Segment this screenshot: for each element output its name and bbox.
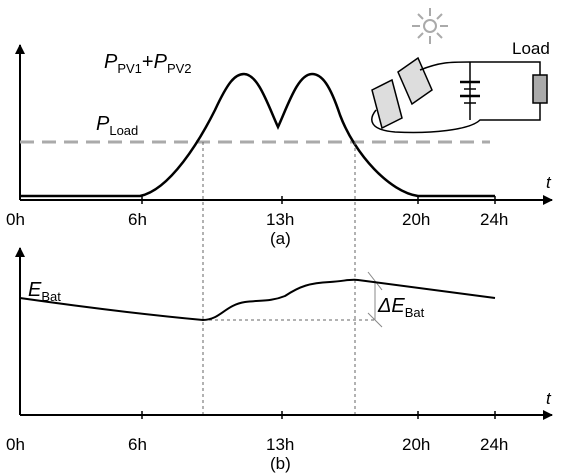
- sun: [423, 19, 437, 33]
- circuit: [371, 56, 548, 134]
- x-tick-label: 0h: [6, 435, 25, 454]
- battery-label-e: E: [28, 279, 42, 301]
- x-tick-label: 24h: [480, 435, 508, 454]
- pv-panel: [371, 78, 403, 130]
- x-tick-label: 13h: [266, 435, 294, 454]
- delta-label-sub: Bat: [405, 305, 425, 320]
- ray: [436, 13, 443, 20]
- x-tick-label: 20h: [402, 210, 430, 229]
- pv-label-p: P: [104, 51, 118, 73]
- caption-b: (b): [270, 454, 291, 473]
- ray: [417, 32, 424, 39]
- x-ticks-a: [141, 196, 496, 204]
- load-label-sub: Load: [109, 123, 138, 138]
- x-tick-label: 24h: [480, 210, 508, 229]
- x-tick-label: 20h: [402, 435, 430, 454]
- battery-curve: [19, 278, 496, 322]
- sun-icon: [412, 8, 448, 44]
- x-tick-label: 13h: [266, 210, 294, 229]
- load-label-p: P: [96, 113, 110, 135]
- pv-label-plus: +: [142, 51, 154, 73]
- ray: [436, 32, 443, 39]
- x-ticks-b: [141, 411, 496, 419]
- axis-label-t: t: [546, 389, 552, 408]
- pv-label-p: P: [154, 51, 168, 73]
- axis-label-t: t: [546, 173, 552, 192]
- load-box: [532, 74, 548, 104]
- battery-label-sub: Bat: [41, 289, 61, 304]
- circuit-load-label: Load: [512, 39, 550, 58]
- caption-a: (a): [270, 229, 291, 248]
- x-tick-label: 0h: [6, 210, 25, 229]
- wire: [371, 103, 541, 134]
- pv-label-sub: PV2: [167, 61, 192, 76]
- battery-label: EBat: [28, 279, 61, 304]
- pv-panel: [397, 56, 433, 106]
- pv-curve: [20, 72, 495, 198]
- x-tick-label: 6h: [128, 435, 147, 454]
- ray: [417, 13, 424, 20]
- x-tick-label: 6h: [128, 210, 147, 229]
- delta-label: ΔEBat: [377, 295, 425, 320]
- pv-label: PPV1+PPV2: [104, 51, 192, 76]
- load-label: PLoad: [96, 113, 138, 138]
- delta-label-e: ΔE: [377, 295, 405, 317]
- pv-label-sub: PV1: [117, 61, 142, 76]
- wire: [419, 61, 541, 75]
